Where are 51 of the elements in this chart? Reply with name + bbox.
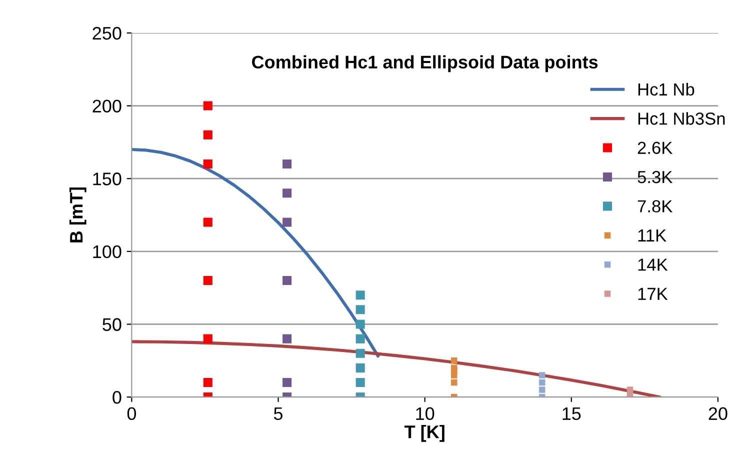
- point: [282, 218, 292, 227]
- x-tick-label: 5: [274, 407, 283, 420]
- point: [203, 276, 212, 286]
- x-tick-label: 10: [416, 407, 434, 420]
- point: [356, 320, 365, 329]
- point: [538, 379, 546, 386]
- point: [538, 386, 546, 393]
- y-tick-label: 100: [93, 245, 122, 258]
- y-tick-label: 150: [93, 172, 122, 186]
- point: [356, 378, 365, 388]
- point: [282, 276, 292, 286]
- legend-label: 14K: [638, 258, 668, 271]
- legend-label: Hc1 Nb: [638, 82, 694, 96]
- point: [203, 334, 212, 344]
- point: [356, 334, 365, 344]
- y-tick-label: 0: [112, 390, 122, 404]
- x-axis-title: T [K]: [404, 424, 444, 442]
- point: [282, 188, 292, 198]
- x-tick-label: 0: [127, 407, 136, 420]
- x-tick-label: 15: [562, 407, 581, 420]
- point: [356, 348, 365, 358]
- legend-label: 17K: [638, 288, 668, 300]
- text: Combined Hc1 and Ellipsoid Data points: [252, 55, 598, 72]
- line-series: [132, 148, 380, 358]
- point: [451, 358, 458, 364]
- y-tick-label: 50: [102, 318, 122, 331]
- point: [203, 101, 212, 110]
- x-tick-label: 20: [708, 407, 728, 420]
- legend-label: 2.6K: [638, 142, 673, 154]
- point: [282, 378, 292, 388]
- line-series: [132, 340, 661, 398]
- legend-label: 5.3K: [638, 170, 673, 184]
- point: [451, 364, 458, 372]
- point: [356, 305, 365, 314]
- point: [203, 378, 212, 388]
- point: [356, 363, 365, 372]
- point: [451, 379, 458, 386]
- legend-label: Hc1 Nb3Sn: [638, 112, 725, 125]
- point: [538, 372, 546, 378]
- point: [203, 218, 212, 227]
- legend-label: 11K: [638, 230, 666, 242]
- y-axis-title: B [mT]: [69, 187, 86, 242]
- point: [203, 130, 212, 140]
- y-tick-label: 200: [92, 100, 122, 113]
- point: [282, 334, 292, 344]
- y-tick-label: 250: [92, 26, 122, 40]
- point: [282, 160, 292, 169]
- legend-label: 7.8K: [638, 200, 673, 212]
- point: [203, 160, 212, 169]
- point: [356, 290, 365, 300]
- point: [626, 386, 634, 393]
